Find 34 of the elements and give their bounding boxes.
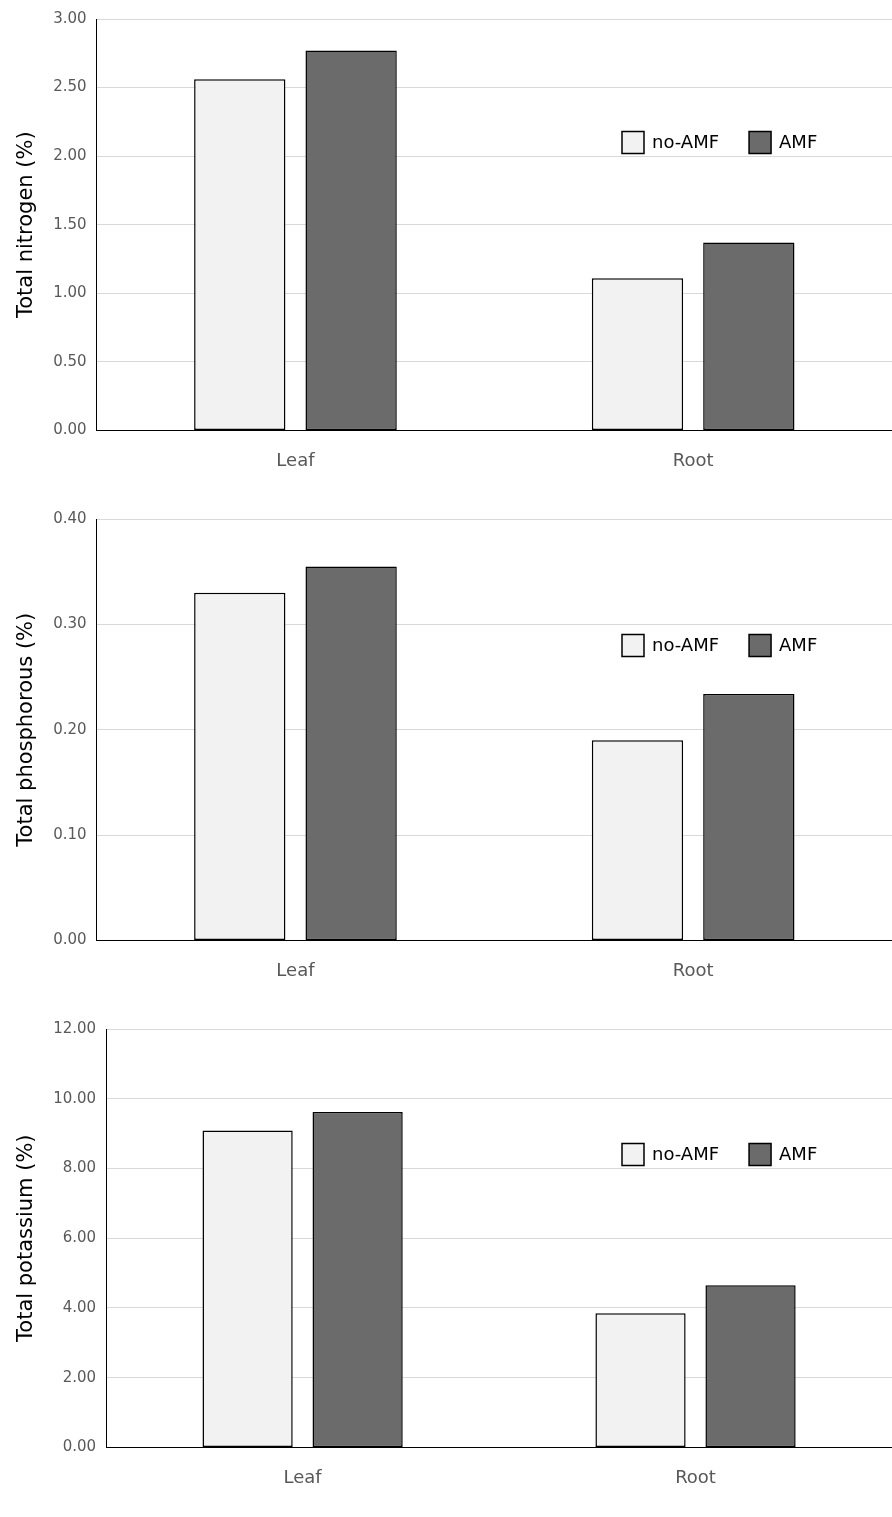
y-tick-label: 0.00	[62, 1437, 97, 1456]
legend-label: AMF	[779, 1143, 818, 1165]
x-tick-label: Root	[672, 448, 714, 470]
x-tick-label: Root	[675, 1465, 716, 1487]
legend-label: no-AMF	[652, 131, 720, 153]
y-axis-title: Total phosphorous (%)	[13, 612, 38, 848]
y-tick-label: 1.50	[53, 214, 87, 233]
y-tick-label: 2.00	[53, 146, 87, 165]
y-axis-title: Total nitrogen (%)	[13, 131, 38, 320]
legend-label: no-AMF	[652, 634, 720, 656]
x-tick-label: Leaf	[276, 448, 316, 470]
legend-label: no-AMF	[652, 1143, 720, 1165]
y-tick-label: 6.00	[62, 1228, 97, 1247]
x-tick-label: Root	[672, 958, 714, 980]
x-tick-label: Leaf	[276, 958, 316, 980]
legend-label: AMF	[779, 131, 818, 153]
y-tick-label: 8.00	[62, 1158, 97, 1177]
y-tick-label: 0.30	[53, 614, 87, 633]
y-tick-label: 0.20	[53, 719, 87, 738]
y-tick-label: 0.10	[53, 824, 87, 843]
y-tick-label: 3.00	[53, 8, 87, 27]
y-tick-label: 2.00	[62, 1367, 97, 1386]
y-tick-label: 0.00	[53, 930, 87, 949]
y-tick-label: 10.00	[53, 1088, 97, 1107]
y-tick-label: 0.00	[53, 420, 87, 439]
y-tick-label: 1.00	[53, 283, 87, 302]
y-tick-label: 12.00	[53, 1018, 97, 1037]
legend-label: AMF	[779, 634, 818, 656]
x-tick-label: Leaf	[283, 1465, 323, 1487]
y-tick-label: 2.50	[53, 77, 87, 96]
y-tick-label: 0.40	[53, 508, 87, 527]
y-tick-label: 4.00	[62, 1297, 97, 1316]
y-axis-title: Total potassium (%)	[13, 1134, 38, 1343]
y-tick-label: 0.50	[53, 351, 87, 370]
